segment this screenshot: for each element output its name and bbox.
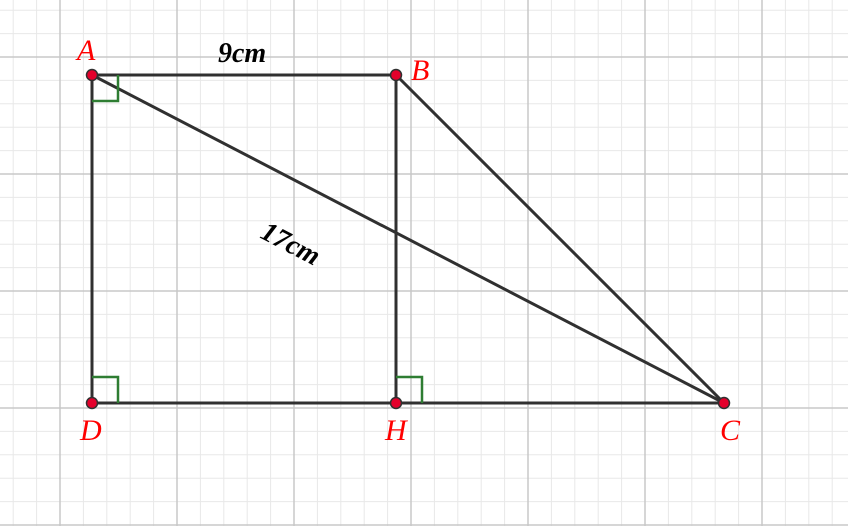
segment-BC [396,75,724,403]
point-C [719,398,730,409]
segment-AC [92,75,724,403]
point-B [391,70,402,81]
label-point-D: D [80,414,102,448]
label-point-C: C [720,414,740,448]
point-A [87,70,98,81]
label-point-H: H [385,414,407,448]
label-point-B: B [411,54,429,88]
label-point-A: A [77,34,95,68]
segments [92,75,724,403]
label-edge-AB: 9cm [218,38,266,70]
point-D [87,398,98,409]
point-H [391,398,402,409]
